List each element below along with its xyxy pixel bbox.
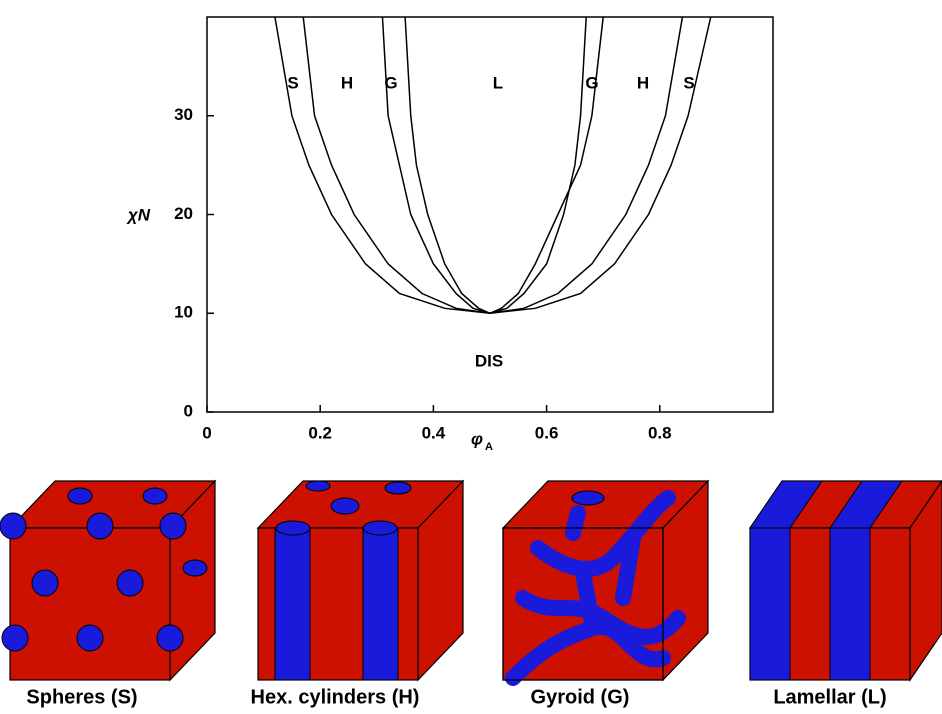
region-label: L xyxy=(493,73,503,92)
cube-lamellar xyxy=(750,481,942,680)
gyroid-network xyxy=(573,513,578,533)
region-label: G xyxy=(384,73,397,92)
region-label: H xyxy=(341,73,353,92)
sphere xyxy=(143,488,167,504)
x-axis-label: φ xyxy=(471,429,483,448)
cylinder-end xyxy=(276,521,310,535)
sphere xyxy=(68,488,92,504)
sphere xyxy=(0,513,26,539)
region-label: DIS xyxy=(475,351,503,370)
caption: Lamellar (L) xyxy=(773,686,886,708)
cylinder-end xyxy=(363,521,397,535)
x-tick-label: 0.2 xyxy=(308,423,332,442)
sphere xyxy=(157,625,183,651)
y-tick-label: 20 xyxy=(174,204,193,223)
figure: χN φ A 0 0.2 0.4 0.6 0.8 0 10 20 30 S H G L G H S DIS Sph… xyxy=(0,0,942,714)
y-tick-label: 0 xyxy=(184,401,193,420)
lamella xyxy=(830,528,870,680)
y-axis-label: χN xyxy=(126,205,151,224)
phase-boundary xyxy=(303,17,682,313)
sphere xyxy=(183,560,207,576)
x-tick-label: 0 xyxy=(202,423,211,442)
phase-boundary xyxy=(382,17,586,313)
phase-boundary xyxy=(405,17,603,313)
y-tick-label: 10 xyxy=(174,303,193,322)
region-label: H xyxy=(637,73,649,92)
sphere xyxy=(2,625,28,651)
gyroid-network xyxy=(583,573,593,628)
sphere xyxy=(32,570,58,596)
cylinder-end xyxy=(306,481,330,491)
caption: Gyroid (G) xyxy=(531,686,630,708)
gyroid-network xyxy=(572,491,604,505)
cylinder xyxy=(363,528,398,680)
caption: Hex. cylinders (H) xyxy=(251,686,420,708)
sphere xyxy=(160,513,186,539)
x-tick-label: 0.8 xyxy=(648,423,672,442)
sphere xyxy=(87,513,113,539)
region-label: S xyxy=(287,73,298,92)
x-axis-label-subscript: A xyxy=(485,441,493,453)
sphere xyxy=(77,625,103,651)
region-label: S xyxy=(683,73,694,92)
cube-cylinders xyxy=(258,481,463,680)
phase-boundary xyxy=(275,17,711,313)
cylinder-end xyxy=(385,482,411,494)
cube-gyroid xyxy=(503,481,708,680)
caption: Spheres (S) xyxy=(26,686,137,708)
gyroid-network xyxy=(623,538,633,598)
cylinder xyxy=(275,528,310,680)
cube-spheres xyxy=(0,481,215,680)
lamella xyxy=(750,528,790,680)
y-tick-label: 30 xyxy=(174,105,193,124)
cube-front xyxy=(10,528,170,680)
x-tick-label: 0.4 xyxy=(422,423,446,442)
region-label: G xyxy=(585,73,598,92)
cylinder-end xyxy=(331,498,359,514)
sphere xyxy=(117,570,143,596)
x-tick-label: 0.6 xyxy=(535,423,559,442)
